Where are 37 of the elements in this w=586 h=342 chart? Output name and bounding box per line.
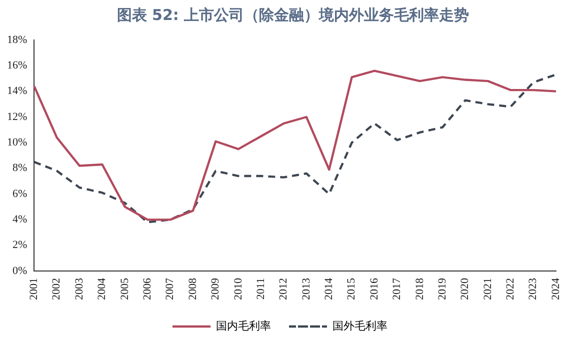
x-tick-label: 2009	[210, 278, 222, 300]
x-tick-label: 2022	[504, 278, 517, 300]
x-tick-label: 2020	[459, 278, 472, 300]
y-tick-label: 14%	[6, 85, 28, 98]
x-tick-label: 2006	[141, 278, 154, 300]
x-tick-label: 2001	[28, 278, 40, 300]
x-tick-label: 2012	[278, 278, 290, 300]
y-tick-label: 16%	[6, 60, 28, 72]
y-tick-label: 4%	[12, 214, 28, 226]
y-tick-label: 18%	[6, 34, 28, 46]
x-tick-label: 2003	[73, 278, 86, 300]
x-tick-label: 2015	[346, 278, 358, 300]
x-tick-label: 2023	[527, 278, 540, 300]
x-tick-label: 2005	[118, 278, 131, 300]
y-tick-label: 0%	[12, 264, 28, 277]
x-tick-label: 2008	[186, 278, 199, 300]
x-tick-label: 2014	[323, 278, 336, 300]
legend-label: 国内毛利率	[216, 320, 271, 333]
x-tick-label: 2017	[391, 278, 404, 300]
y-tick-label: 10%	[6, 136, 28, 149]
x-tick-label: 2011	[254, 278, 267, 300]
x-tick-label: 2007	[164, 278, 176, 300]
y-tick-label: 8%	[12, 162, 28, 174]
x-tick-label: 2013	[300, 278, 312, 300]
y-tick-label: 2%	[12, 239, 28, 252]
x-tick-label: 2016	[368, 278, 380, 300]
x-tick-label: 2019	[436, 278, 448, 300]
x-tick-label: 2004	[96, 278, 108, 300]
x-tick-label: 2024	[550, 278, 562, 300]
x-tick-label: 2002	[50, 278, 63, 300]
x-tick-label: 2018	[414, 278, 426, 300]
chart-title: 图表 52: 上市公司（除金融）境内外业务毛利率走势	[116, 6, 470, 25]
x-tick-label: 2021	[482, 278, 494, 300]
y-tick-label: 6%	[12, 188, 28, 200]
y-tick-label: 12%	[6, 110, 28, 123]
legend-label: 国外毛利率	[332, 320, 388, 333]
x-tick-label: 2010	[232, 278, 244, 300]
